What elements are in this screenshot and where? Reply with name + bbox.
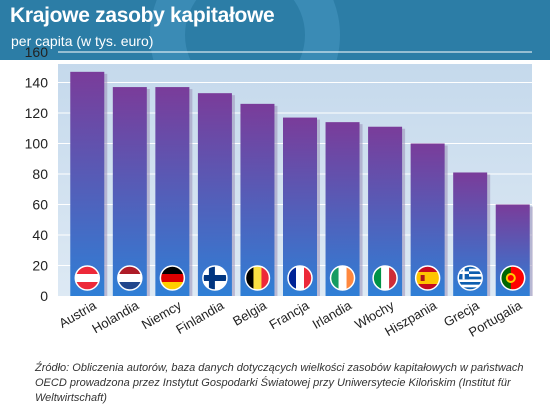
chart-title: Krajowe zasoby kapitałowe — [10, 4, 275, 27]
x-tick-label: Finlandia — [173, 297, 227, 337]
chart-header: Krajowe zasoby kapitałowe per capita (w … — [0, 0, 550, 60]
flag-italy-icon — [372, 265, 398, 291]
y-tick-label: 140 — [25, 75, 49, 91]
y-tick-label: 120 — [25, 105, 49, 121]
flag-belgium-icon — [244, 265, 271, 291]
flag-ireland-icon — [329, 265, 356, 291]
x-tick-label: Belgia — [230, 297, 269, 328]
source-note: Źródło: Obliczenia autorów, baza danych … — [35, 362, 524, 404]
y-tick-label: 0 — [40, 288, 48, 304]
flag-portugal-icon — [499, 265, 526, 291]
bar — [155, 87, 190, 296]
x-tick-label: Francja — [266, 297, 312, 332]
flag-spain-icon — [414, 265, 441, 291]
flag-netherlands-icon — [117, 265, 143, 291]
flag-france-icon — [287, 265, 313, 291]
y-tick-label: 100 — [25, 136, 49, 152]
y-tick-label: 80 — [32, 166, 48, 182]
flag-germany-icon — [159, 265, 186, 291]
header-decoration-inner — [185, 0, 305, 60]
y-tick-label: 20 — [32, 258, 48, 274]
flags — [74, 265, 526, 291]
flag-finland-icon — [202, 265, 228, 291]
bar-chart: 0 20 40 60 80 100 120 140 160 AustriaHolandiaNie… — [25, 44, 533, 340]
y-tick-label: 160 — [25, 44, 49, 60]
flag-austria-icon — [74, 265, 101, 291]
bar — [112, 87, 147, 296]
x-tick-label: Holandia — [89, 297, 142, 336]
flag-greece-icon — [457, 265, 483, 291]
bar — [70, 71, 105, 296]
bar — [197, 93, 232, 296]
chart-subtitle: per capita (w tys. euro) — [11, 33, 154, 49]
y-tick-label: 40 — [32, 227, 48, 243]
bars — [70, 71, 533, 297]
y-tick-label: 60 — [32, 197, 48, 213]
x-tick-label: Irlandia — [310, 297, 355, 332]
y-axis-ticks: 0 20 40 60 80 100 120 140 160 — [25, 44, 49, 304]
bar — [240, 103, 275, 296]
